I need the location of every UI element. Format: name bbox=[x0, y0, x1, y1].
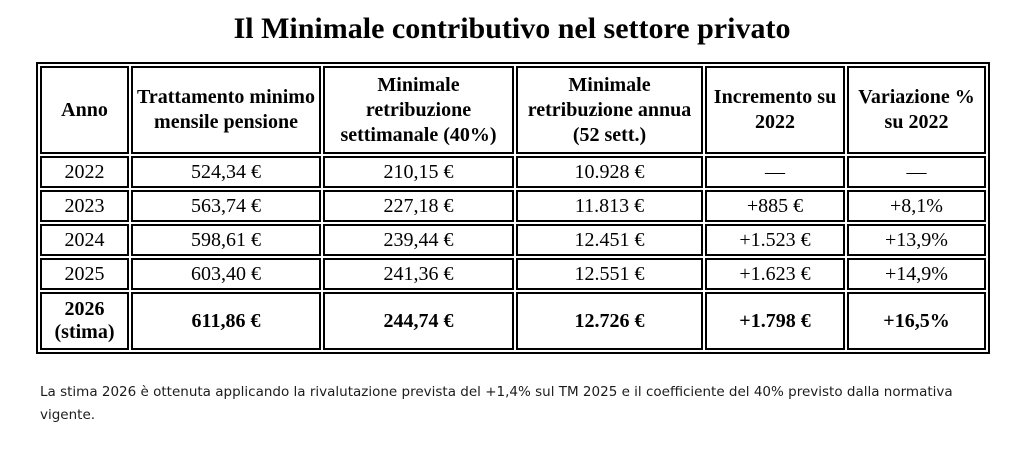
table-header-row: Anno Trattamento minimo mensile pensione… bbox=[40, 66, 986, 154]
value-cell: — bbox=[705, 156, 845, 188]
year-cell: 2026 (stima) bbox=[40, 292, 129, 350]
value-cell: 598,61 € bbox=[131, 224, 321, 256]
value-cell: +885 € bbox=[705, 190, 845, 222]
value-cell: 611,86 € bbox=[131, 292, 321, 350]
header-incremento: Incremento su 2022 bbox=[705, 66, 845, 154]
header-variazione: Variazione % su 2022 bbox=[847, 66, 986, 154]
value-cell: +14,9% bbox=[847, 258, 986, 290]
value-cell: 12.551 € bbox=[516, 258, 703, 290]
year-cell: 2022 bbox=[40, 156, 129, 188]
value-cell: 524,34 € bbox=[131, 156, 321, 188]
table-row-2025: 2025 603,40 € 241,36 € 12.551 € +1.623 €… bbox=[40, 258, 986, 290]
value-cell: 603,40 € bbox=[131, 258, 321, 290]
value-cell: 12.451 € bbox=[516, 224, 703, 256]
value-cell: 12.726 € bbox=[516, 292, 703, 350]
year-cell: 2025 bbox=[40, 258, 129, 290]
value-cell: 244,74 € bbox=[323, 292, 514, 350]
value-cell: +16,5% bbox=[847, 292, 986, 350]
value-cell: 11.813 € bbox=[516, 190, 703, 222]
table-row-2023: 2023 563,74 € 227,18 € 11.813 € +885 € +… bbox=[40, 190, 986, 222]
header-minimale-annuo: Minimale retribuzione annua (52 sett.) bbox=[516, 66, 703, 154]
value-cell: +1.798 € bbox=[705, 292, 845, 350]
value-cell: 563,74 € bbox=[131, 190, 321, 222]
value-cell: +1.623 € bbox=[705, 258, 845, 290]
value-cell: 241,36 € bbox=[323, 258, 514, 290]
header-trattamento-minimo: Trattamento minimo mensile pensione bbox=[131, 66, 321, 154]
footnote-text: La stima 2026 è ottenuta applicando la r… bbox=[40, 384, 953, 423]
table-row-2024: 2024 598,61 € 239,44 € 12.451 € +1.523 €… bbox=[40, 224, 986, 256]
year-cell: 2023 bbox=[40, 190, 129, 222]
table-row-2026-stima: 2026 (stima) 611,86 € 244,74 € 12.726 € … bbox=[40, 292, 986, 350]
contributions-table: Anno Trattamento minimo mensile pensione… bbox=[36, 62, 990, 354]
value-cell: 239,44 € bbox=[323, 224, 514, 256]
value-cell: 10.928 € bbox=[516, 156, 703, 188]
table-row-2022: 2022 524,34 € 210,15 € 10.928 € — — bbox=[40, 156, 986, 188]
value-cell: — bbox=[847, 156, 986, 188]
year-cell: 2024 bbox=[40, 224, 129, 256]
value-cell: 227,18 € bbox=[323, 190, 514, 222]
value-cell: +13,9% bbox=[847, 224, 986, 256]
value-cell: +8,1% bbox=[847, 190, 986, 222]
page-title: Il Minimale contributivo nel settore pri… bbox=[233, 12, 791, 45]
header-anno: Anno bbox=[40, 66, 129, 154]
header-minimale-settimanale: Minimale retribuzione settimanale (40%) bbox=[323, 66, 514, 154]
value-cell: +1.523 € bbox=[705, 224, 845, 256]
value-cell: 210,15 € bbox=[323, 156, 514, 188]
